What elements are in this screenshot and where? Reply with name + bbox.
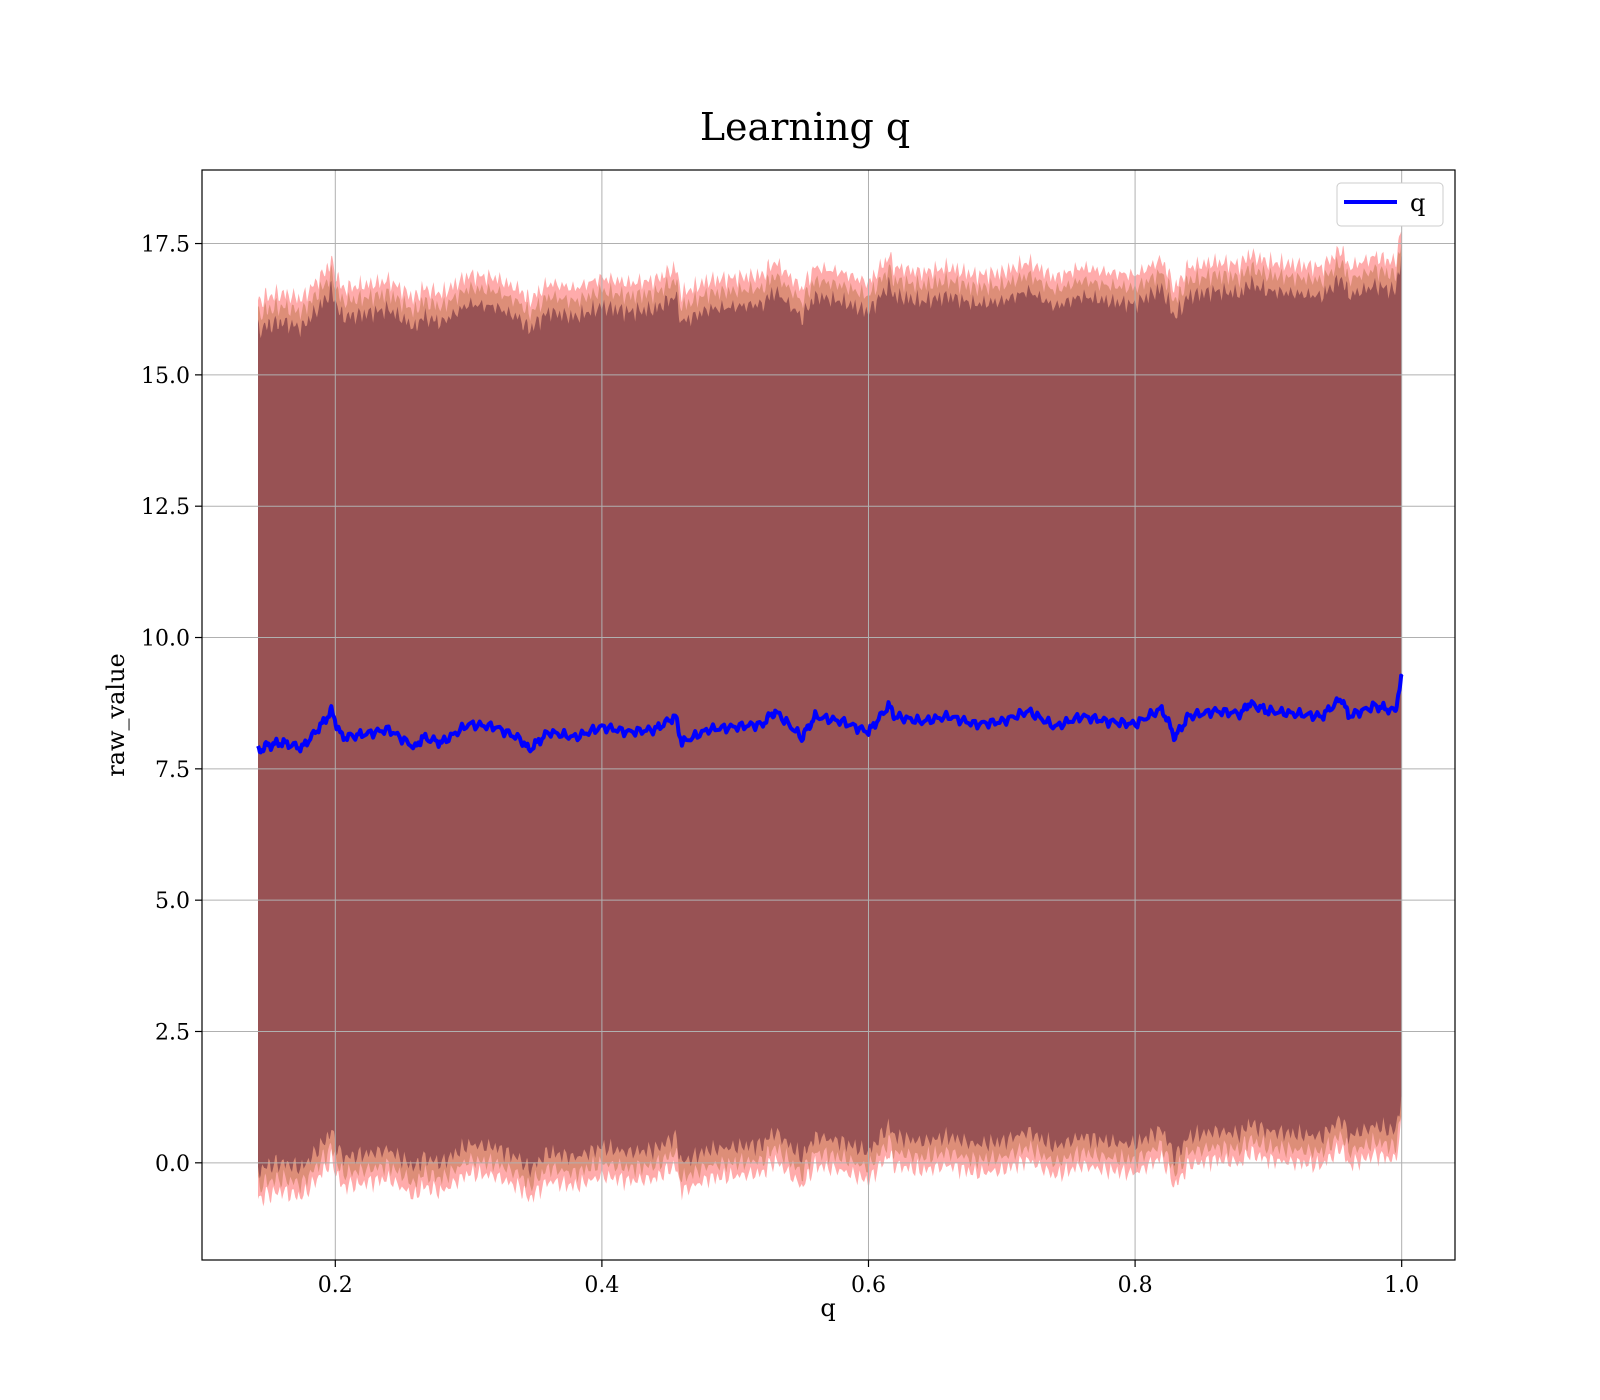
x-tick-label: 0.4 [584, 1273, 619, 1298]
grid [202, 170, 1455, 1260]
band-2 [258, 254, 1402, 1179]
x-axis-label: q [820, 1294, 835, 1322]
plot-area [201, 169, 1456, 1261]
series-line-q [256, 673, 1404, 755]
series-lines [256, 673, 1404, 755]
y-axis-ticks: 0.0 2.5 5.0 7.5 10.0 12.5 15.0 17.5 [141, 233, 202, 1177]
y-tick-label: 2.5 [155, 1020, 190, 1045]
x-tick-label: 1.0 [1384, 1273, 1419, 1298]
y-tick-label: 0.0 [155, 1152, 190, 1177]
legend: q [1336, 182, 1444, 227]
y-tick-label: 17.5 [141, 233, 190, 258]
y-tick-label: 12.5 [141, 495, 190, 520]
y-tick-label: 10.0 [141, 627, 190, 652]
x-tick-label: 0.6 [851, 1273, 886, 1298]
legend-label-q: q [1410, 189, 1425, 217]
legend-box [1336, 182, 1444, 227]
y-tick-label: 7.5 [155, 758, 190, 783]
y-tick-label: 15.0 [141, 364, 190, 389]
plot-frame [201, 169, 1456, 1261]
y-axis-label: raw_value [102, 653, 130, 777]
chart-title: Learning q [700, 105, 910, 149]
x-axis-ticks: 0.2 0.4 0.6 0.8 1.0 [318, 1260, 1419, 1298]
x-tick-label: 0.2 [318, 1273, 353, 1298]
x-tick-label: 0.8 [1118, 1273, 1153, 1298]
y-tick-label: 5.0 [155, 889, 190, 914]
